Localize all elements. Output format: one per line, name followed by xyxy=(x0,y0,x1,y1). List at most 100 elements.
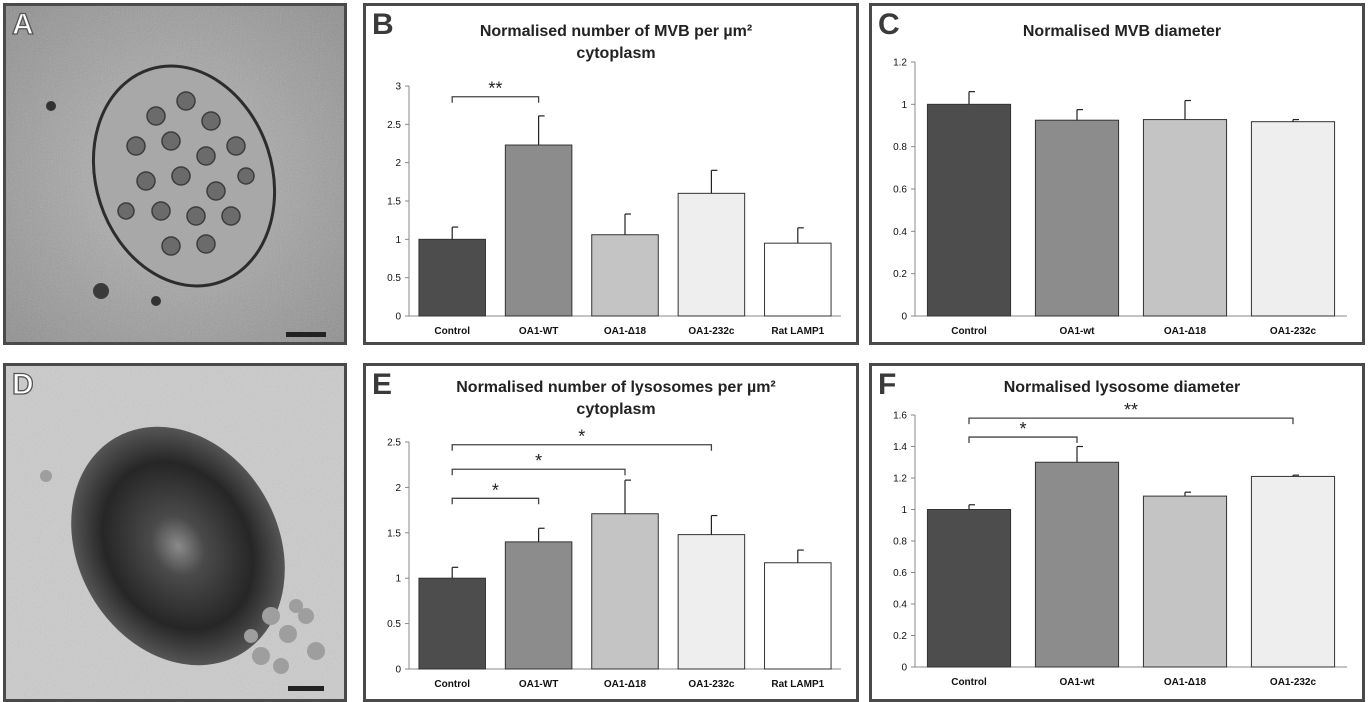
chart-c: Normalised MVB diameter 0 0.2 0.4 0.6 0.8 1 1.2… xyxy=(893,23,1347,337)
y-tick-label: 1 xyxy=(395,574,401,585)
em-image-mvb xyxy=(6,6,344,342)
y-tick-label: 3 xyxy=(395,82,401,93)
x-category-label: OA1-232c xyxy=(1270,677,1317,688)
panel-c-chart: C Normalised MVB diameter 0 0.2 0.4 0.6 0.8 1 1… xyxy=(869,3,1365,345)
x-category-label: OA1-232c xyxy=(1270,326,1317,337)
em-image-lysosome xyxy=(6,366,344,699)
x-category-label: OA1-Δ18 xyxy=(604,326,647,337)
chart-b: Normalised number of MVB per µm² cytoplas… xyxy=(387,23,841,337)
x-category-label: OA1-232c xyxy=(688,679,735,690)
bar xyxy=(504,541,573,670)
chart-title: Normalised number of MVB per µm² xyxy=(480,23,752,40)
y-tick-label: 1.6 xyxy=(893,411,907,422)
significance-bracket xyxy=(451,96,540,103)
y-tick-label: 0.6 xyxy=(893,568,907,579)
panel-c-letter: C xyxy=(878,8,900,41)
x-category-label: OA1-Δ18 xyxy=(604,679,647,690)
significance-bracket xyxy=(968,417,1294,425)
panel-f-chart: F Normalised lysosome diameter 0 0.2 0.4 0.6… xyxy=(869,363,1365,702)
significance-label: * xyxy=(578,427,585,447)
chart-title: Normalised number of lysosomes per µm² xyxy=(456,379,776,396)
y-tick-label: 1.5 xyxy=(387,528,401,539)
bar xyxy=(677,534,746,670)
bar xyxy=(764,562,832,670)
y-tick-label: 0.2 xyxy=(893,631,907,642)
chart-f: Normalised lysosome diameter 0 0.2 0.4 0.6 0.… xyxy=(893,379,1347,688)
x-category-label: OA1-wt xyxy=(1060,677,1096,688)
bar xyxy=(1250,475,1336,668)
bar xyxy=(764,242,832,317)
x-category-label: Control xyxy=(951,326,987,337)
y-tick-label: 0.5 xyxy=(387,619,401,630)
y-tick-label: 1.4 xyxy=(893,442,907,453)
y-tick-label: 0.2 xyxy=(893,269,907,280)
significance-label: ** xyxy=(488,79,502,99)
significance-bracket xyxy=(451,497,540,505)
y-tick-label: 1.5 xyxy=(387,197,401,208)
y-tick-label: 1 xyxy=(901,100,907,111)
bar xyxy=(591,234,659,317)
bar xyxy=(1034,461,1120,668)
y-tick-label: 2 xyxy=(395,483,401,494)
x-category-label: Rat LAMP1 xyxy=(771,679,824,690)
significance-label: * xyxy=(1019,419,1026,439)
y-tick-label: 1.2 xyxy=(893,474,907,485)
panel-f-letter: F xyxy=(878,368,897,401)
x-category-label: OA1-wt xyxy=(1060,326,1096,337)
significance-label: * xyxy=(535,451,542,471)
x-category-label: Control xyxy=(434,679,470,690)
panel-d-image: D xyxy=(3,363,347,702)
y-tick-label: 2 xyxy=(395,158,401,169)
bar xyxy=(677,192,746,317)
x-category-label: OA1-Δ18 xyxy=(1164,326,1207,337)
bar xyxy=(418,577,486,670)
y-tick-label: 2.5 xyxy=(387,120,401,131)
panel-a-image: A xyxy=(3,3,347,345)
y-tick-label: 0.5 xyxy=(387,273,401,284)
x-category-label: OA1-WT xyxy=(519,679,558,690)
bar xyxy=(1034,119,1120,317)
significance-bracket xyxy=(451,468,626,476)
y-tick-label: 2.5 xyxy=(387,438,401,449)
chart-title: cytoplasm xyxy=(576,401,655,418)
panel-b-letter: B xyxy=(372,8,394,41)
x-category-label: OA1-Δ18 xyxy=(1164,677,1207,688)
significance-label: * xyxy=(492,480,499,500)
bar xyxy=(926,509,1012,668)
x-category-label: OA1-232c xyxy=(688,326,735,337)
y-tick-label: 0.8 xyxy=(893,142,907,153)
scale-bar xyxy=(288,686,324,691)
bar xyxy=(591,513,659,670)
x-category-label: Control xyxy=(434,326,470,337)
x-category-label: Rat LAMP1 xyxy=(771,326,824,337)
chart-e: Normalised number of lysosomes per µm² cy… xyxy=(387,379,841,690)
y-tick-label: 0.8 xyxy=(893,537,907,548)
y-tick-label: 0.4 xyxy=(893,600,907,611)
x-category-label: Control xyxy=(951,677,987,688)
panel-e-letter: E xyxy=(372,368,393,401)
panel-d-letter: D xyxy=(11,368,34,401)
bar xyxy=(926,103,1012,317)
significance-label: ** xyxy=(1124,400,1138,420)
bar xyxy=(504,144,573,317)
y-tick-label: 0.4 xyxy=(893,227,907,238)
panel-e-chart: E Normalised number of lysosomes per µm²… xyxy=(363,363,859,702)
y-tick-label: 0 xyxy=(395,312,401,323)
y-tick-label: 0.6 xyxy=(893,185,907,196)
bar xyxy=(418,238,486,317)
x-category-label: OA1-WT xyxy=(519,326,558,337)
bar xyxy=(1142,119,1228,317)
y-tick-label: 0 xyxy=(901,663,907,674)
bar xyxy=(1250,121,1336,317)
y-tick-label: 1 xyxy=(901,505,907,516)
significance-bracket xyxy=(968,436,1078,444)
y-tick-label: 1.2 xyxy=(893,58,907,69)
chart-title: Normalised MVB diameter xyxy=(1023,23,1221,40)
y-tick-label: 0 xyxy=(901,312,907,323)
chart-title: cytoplasm xyxy=(576,45,655,62)
scale-bar xyxy=(286,332,326,337)
y-tick-label: 1 xyxy=(395,235,401,246)
significance-bracket xyxy=(451,444,713,451)
panel-a-letter: A xyxy=(11,8,34,41)
chart-title: Normalised lysosome diameter xyxy=(1004,379,1241,396)
